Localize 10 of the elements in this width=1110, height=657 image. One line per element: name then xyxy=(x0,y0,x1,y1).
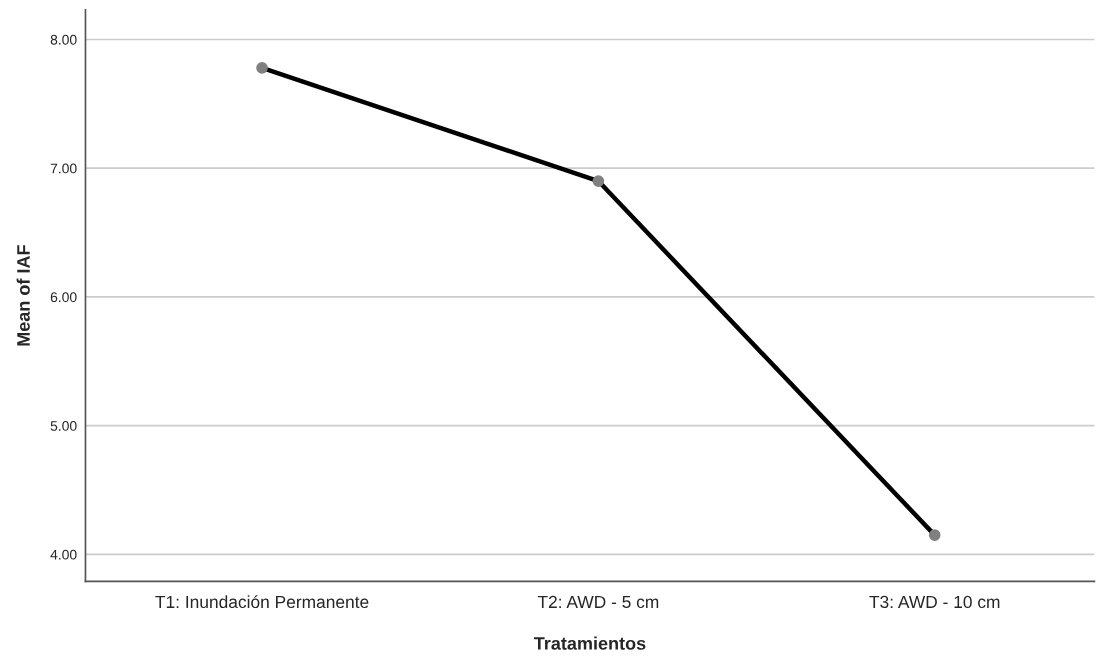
x-tick-label: T1: Inundación Permanente xyxy=(155,595,369,609)
x-axis-title: Tratamientos xyxy=(533,636,646,650)
y-tick-label: 4.00 xyxy=(50,549,77,560)
x-tick-label: T2: AWD - 5 cm xyxy=(537,595,659,609)
y-tick-label: 6.00 xyxy=(50,292,77,303)
y-axis-title: Mean of IAF xyxy=(16,245,30,346)
y-tick-label: 8.00 xyxy=(50,34,77,45)
x-tick-label: T3: AWD - 10 cm xyxy=(869,595,1000,609)
y-tick-label: 7.00 xyxy=(50,163,77,174)
y-tick-label: 5.00 xyxy=(50,421,77,431)
